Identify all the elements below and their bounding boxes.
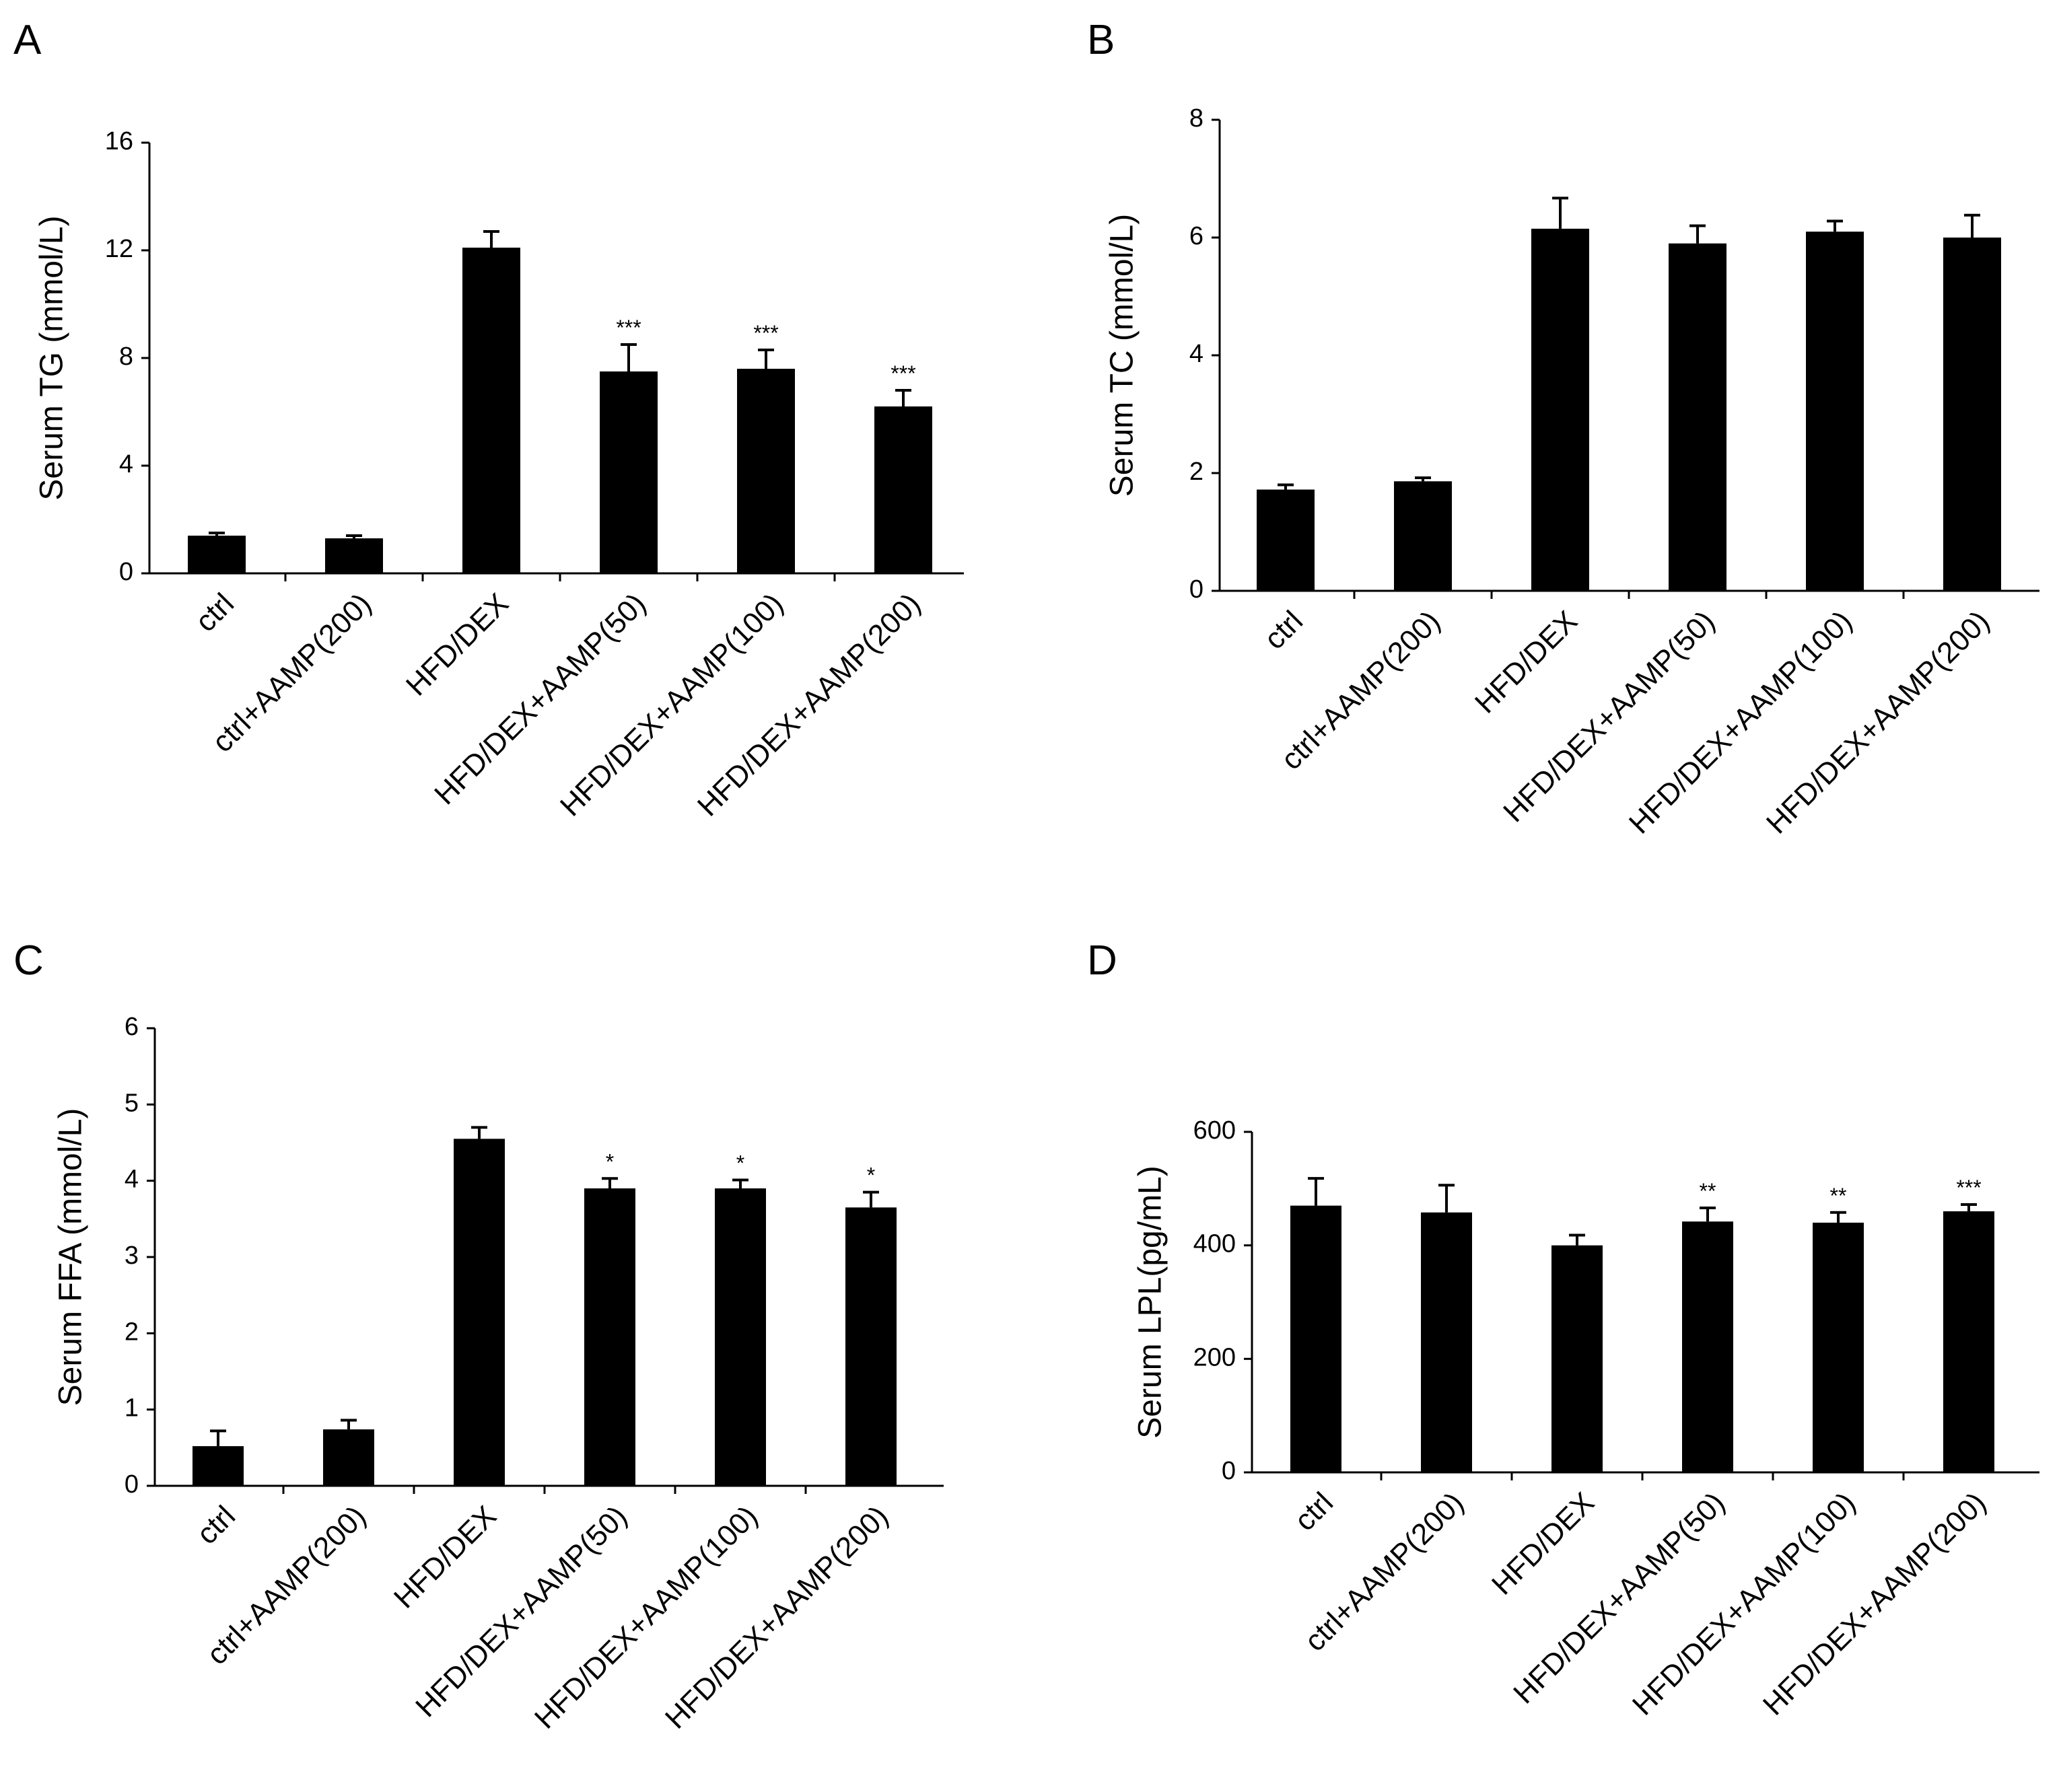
bar	[323, 1429, 374, 1486]
y-tick-label: 2	[1189, 458, 1203, 486]
y-tick-label: 6	[125, 1013, 139, 1041]
bar	[1551, 1245, 1603, 1472]
y-axis-label: Serum LPL(pg/mL)	[1133, 1166, 1168, 1439]
y-tick-label: 8	[119, 343, 133, 371]
y-tick-label: 0	[125, 1470, 139, 1499]
bar	[1806, 231, 1864, 591]
bar	[600, 371, 658, 573]
bar	[584, 1188, 635, 1486]
bar	[1531, 228, 1589, 591]
bar	[188, 536, 246, 573]
bar	[454, 1139, 505, 1486]
bar	[1394, 481, 1452, 591]
bar	[715, 1188, 766, 1486]
y-axis-label: Serum TG (mmol/L)	[34, 215, 70, 500]
significance-label: *	[736, 1151, 744, 1176]
bar	[737, 369, 795, 573]
bar	[462, 248, 520, 573]
y-tick-label: 4	[119, 450, 133, 478]
significance-label: ***	[753, 321, 778, 345]
bar	[1943, 238, 2001, 591]
panel-label: B	[1087, 17, 1115, 63]
y-tick-label: 2	[125, 1318, 139, 1346]
y-tick-label: 4	[125, 1166, 139, 1194]
bar	[1421, 1212, 1472, 1472]
y-tick-label: 1	[125, 1394, 139, 1423]
significance-label: ***	[891, 361, 915, 386]
significance-label: *	[867, 1163, 875, 1188]
y-tick-label: 200	[1193, 1343, 1236, 1371]
bar	[874, 406, 932, 573]
bar	[325, 538, 383, 573]
bar	[193, 1446, 244, 1486]
bar	[1813, 1222, 1864, 1472]
significance-label: **	[1830, 1184, 1847, 1208]
y-tick-label: 16	[105, 127, 133, 155]
significance-label: ***	[616, 316, 641, 340]
y-tick-label: 0	[1222, 1457, 1236, 1485]
y-axis-label: Serum TC (mmol/L)	[1105, 214, 1140, 497]
bar	[845, 1207, 897, 1486]
y-axis-label: Serum FFA (mmol/L)	[53, 1108, 89, 1406]
y-tick-label: 3	[125, 1242, 139, 1270]
panel-label: A	[13, 17, 42, 63]
y-tick-label: 400	[1193, 1230, 1236, 1258]
y-tick-label: 0	[1189, 575, 1203, 604]
significance-label: *	[606, 1149, 614, 1174]
significance-label: **	[1700, 1179, 1716, 1203]
bar	[1257, 489, 1315, 591]
y-tick-label: 5	[125, 1089, 139, 1117]
bar	[1669, 243, 1726, 591]
bar	[1290, 1205, 1341, 1472]
panel-label: C	[13, 937, 44, 984]
y-tick-label: 4	[1189, 340, 1203, 368]
bar	[1682, 1221, 1733, 1472]
significance-label: ***	[1956, 1176, 1981, 1200]
y-tick-label: 600	[1193, 1116, 1236, 1145]
y-tick-label: 0	[119, 558, 133, 586]
y-tick-label: 12	[105, 235, 133, 263]
y-tick-label: 6	[1189, 222, 1203, 250]
panel-label: D	[1087, 937, 1117, 984]
y-tick-label: 8	[1189, 104, 1203, 133]
bar	[1943, 1211, 1994, 1472]
